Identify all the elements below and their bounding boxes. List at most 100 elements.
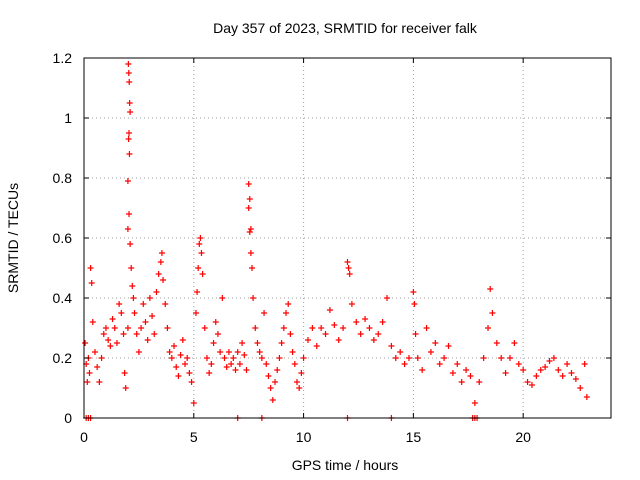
data-point	[241, 352, 248, 358]
y-tick-label: 0.8	[53, 170, 73, 186]
data-point	[86, 370, 93, 376]
data-point	[146, 295, 153, 301]
data-point	[370, 337, 377, 343]
data-point	[309, 325, 316, 331]
data-point	[246, 196, 253, 202]
data-point	[127, 241, 134, 247]
data-point	[126, 211, 133, 217]
data-point	[100, 331, 107, 337]
data-point	[487, 286, 494, 292]
data-point	[124, 325, 131, 331]
data-point	[537, 367, 544, 373]
data-point	[480, 355, 487, 361]
data-point	[296, 385, 303, 391]
data-point	[206, 370, 213, 376]
data-point	[326, 307, 333, 313]
x-axis-ticks: 0 5 10 15 20	[80, 58, 531, 445]
y-tick-label: 0	[64, 410, 72, 426]
data-point	[568, 370, 575, 376]
data-point	[263, 361, 270, 367]
data-point	[528, 382, 535, 388]
data-point	[423, 325, 430, 331]
data-point	[247, 226, 254, 232]
x-tick-label: 0	[80, 429, 88, 445]
data-point	[254, 340, 261, 346]
data-point	[199, 271, 206, 277]
data-point	[572, 376, 579, 382]
y-tick-label: 0.2	[53, 350, 73, 366]
data-point	[463, 367, 470, 373]
data-point	[335, 337, 342, 343]
data-point	[160, 277, 167, 283]
data-point	[91, 349, 98, 355]
data-point	[195, 265, 202, 271]
data-point	[129, 283, 136, 289]
data-point	[140, 301, 147, 307]
data-point	[135, 349, 142, 355]
data-point	[577, 385, 584, 391]
chart-title: Day 357 of 2023, SRMTID for receiver fal…	[213, 20, 478, 36]
data-point	[96, 379, 103, 385]
data-point	[196, 241, 203, 247]
data-point	[300, 355, 307, 361]
data-point	[250, 295, 257, 301]
data-point	[285, 301, 292, 307]
data-point	[151, 331, 158, 337]
y-axis-ticks: 0 0.2 0.4 0.6 0.8 1 1.2	[53, 50, 611, 426]
data-point	[179, 337, 186, 343]
data-point	[127, 109, 134, 115]
data-point	[283, 310, 290, 316]
data-point	[230, 355, 237, 361]
data-point	[485, 325, 492, 331]
data-point	[109, 316, 116, 322]
data-point	[221, 355, 228, 361]
data-point	[454, 361, 461, 367]
data-point	[124, 178, 131, 184]
data-point	[168, 355, 175, 361]
data-point	[559, 373, 566, 379]
data-point	[126, 130, 133, 136]
data-point	[280, 325, 287, 331]
data-point	[344, 259, 351, 265]
y-tick-label: 1.2	[53, 50, 73, 66]
data-point	[111, 325, 118, 331]
data-point	[198, 250, 205, 256]
data-point	[149, 313, 156, 319]
data-point	[384, 295, 391, 301]
data-point	[186, 370, 193, 376]
data-point	[126, 79, 133, 85]
data-point	[201, 325, 208, 331]
data-point	[228, 361, 235, 367]
data-point	[581, 361, 588, 367]
data-point	[427, 349, 434, 355]
data-point	[125, 70, 132, 76]
data-point	[515, 361, 522, 367]
data-point	[219, 295, 226, 301]
y-axis-label: SRMTID / TECUs	[5, 183, 21, 293]
x-tick-label: 10	[296, 429, 312, 445]
data-point	[232, 367, 239, 373]
data-point	[245, 181, 252, 187]
data-point	[210, 340, 217, 346]
data-point	[234, 349, 241, 355]
data-point	[98, 355, 105, 361]
data-point	[182, 361, 189, 367]
y-tick-label: 0.6	[53, 230, 73, 246]
data-point	[166, 349, 173, 355]
data-point	[375, 331, 382, 337]
data-point	[489, 310, 496, 316]
data-point	[116, 301, 123, 307]
data-point	[546, 358, 553, 364]
data-point	[105, 337, 112, 343]
data-point	[445, 343, 452, 349]
data-points	[82, 61, 590, 421]
data-point	[388, 343, 395, 349]
data-point	[102, 325, 109, 331]
data-point	[298, 370, 305, 376]
data-point	[82, 340, 89, 346]
plot-area-frame	[83, 57, 612, 419]
data-point	[208, 361, 215, 367]
data-point	[256, 349, 263, 355]
data-point	[520, 367, 527, 373]
